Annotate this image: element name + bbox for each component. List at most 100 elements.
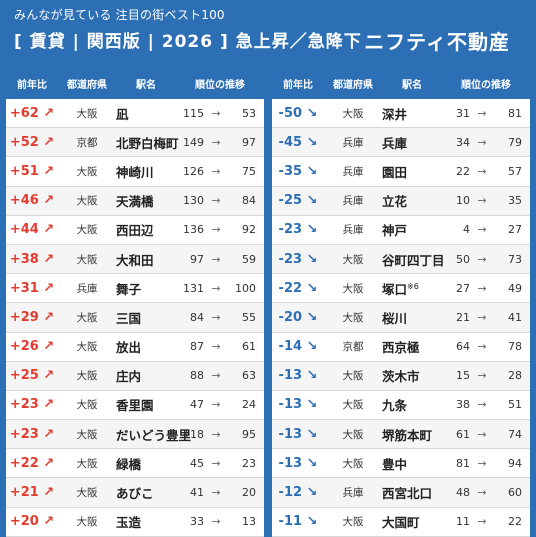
station-name-text: 西京極 (382, 340, 420, 356)
arrow-right-icon: → (211, 106, 221, 120)
header: みんなが見ている 注目の街ベスト100 [ 賃貸 | 関西版 | 2026 ] … (0, 0, 536, 66)
prefecture: 大阪 (76, 253, 98, 266)
rank-trend: 64 → 78 (442, 340, 530, 353)
arrow-right-icon: → (211, 164, 221, 178)
previous-rank: 87 (190, 340, 204, 354)
rank-change: -23 ↘ (278, 251, 318, 267)
rank-change: +44 ↗ (9, 222, 55, 238)
arrow-right-icon: → (211, 369, 221, 383)
previous-rank: 136 (183, 223, 204, 237)
table-header: 前年比 都道府県 駅名 順位の推移 (6, 70, 264, 99)
column-header-prefecture: 都道府県 (67, 80, 107, 91)
table-row: -45 ↘ 兵庫 兵庫 34 → 79 (272, 128, 530, 158)
current-rank: 22 (508, 515, 522, 529)
rank-change: +25 ↗ (9, 368, 55, 384)
rank-change: -35 ↘ (278, 163, 318, 179)
station-name: 西田辺 (116, 220, 176, 239)
station-name-text: 玉造 (116, 515, 142, 531)
station-name-text: 神戸 (382, 223, 408, 239)
prefecture: 大阪 (342, 516, 364, 529)
arrow-right-icon: → (477, 106, 487, 120)
table-row: -13 ↘ 大阪 堺筋本町 61 → 74 (272, 420, 530, 450)
table-row: -25 ↘ 兵庫 立花 10 → 35 (272, 186, 530, 216)
prefecture: 兵庫 (342, 487, 364, 500)
arrow-right-icon: → (211, 340, 221, 354)
rank-change: +26 ↗ (9, 339, 55, 355)
current-rank: 20 (242, 486, 256, 500)
prefecture: 兵庫 (342, 165, 364, 178)
table-body: -50 ↘ 大阪 深井 31 → 81 -45 ↘ 兵庫 兵庫 34 → 79 -35 ↘ 兵庫 園田 22 →… (272, 99, 530, 537)
prefecture: 大阪 (76, 428, 98, 441)
station-name: 大国町 (382, 512, 442, 531)
current-rank: 13 (242, 515, 256, 529)
current-rank: 23 (242, 456, 256, 470)
arrow-right-icon: → (211, 281, 221, 295)
station-name: 玉造 (116, 512, 176, 531)
rank-trend: 61 → 74 (442, 428, 530, 441)
rank-trend: 136 → 92 (176, 223, 264, 236)
table-row: +62 ↗ 大阪 凪 115 → 53 (6, 99, 264, 129)
rank-trend: 38 → 51 (442, 398, 530, 411)
current-rank: 41 (508, 310, 522, 324)
rank-trend: 126 → 75 (176, 165, 264, 178)
prefecture: 大阪 (76, 457, 98, 470)
arrow-right-icon: → (477, 223, 487, 237)
station-name: 西京極 (382, 337, 442, 356)
previous-rank: 118 (183, 427, 204, 441)
current-rank: 35 (508, 194, 522, 208)
rank-change: +38 ↗ (9, 251, 55, 267)
rank-change: +31 ↗ (9, 280, 55, 296)
arrow-right-icon: → (477, 369, 487, 383)
column-header-trend: 順位の推移 (195, 80, 245, 91)
rank-trend: 131 → 100 (176, 282, 264, 295)
rank-trend: 149 → 97 (176, 136, 264, 149)
station-name: 大和田 (116, 250, 176, 269)
station-name: 九条 (382, 395, 442, 414)
previous-rank: 88 (190, 369, 204, 383)
rank-change: -20 ↘ (278, 309, 318, 325)
prefecture: 大阪 (76, 311, 98, 324)
table-row: -13 ↘ 大阪 茨木市 15 → 28 (272, 361, 530, 391)
current-rank: 73 (508, 252, 522, 266)
prefecture: 兵庫 (342, 195, 364, 208)
previous-rank: 84 (190, 310, 204, 324)
station-name-text: だいどう豊里 (116, 427, 192, 443)
rank-change: +21 ↗ (9, 485, 55, 501)
rank-change: -50 ↘ (278, 105, 318, 121)
station-name: 桜川 (382, 308, 442, 327)
station-name-text: 兵庫 (382, 135, 408, 151)
station-name-text: 天満橋 (116, 194, 154, 210)
rank-change: +23 ↗ (9, 397, 55, 413)
rank-change: -22 ↘ (278, 280, 318, 296)
table-row: +31 ↗ 兵庫 舞子 131 → 100 (6, 274, 264, 304)
arrow-right-icon: → (211, 223, 221, 237)
arrow-right-icon: → (211, 252, 221, 266)
rank-change: -13 ↘ (278, 455, 318, 471)
rising-table: 前年比 都道府県 駅名 順位の推移 +62 ↗ 大阪 凪 115 → 53 +52 ↗ 京都 北… (6, 70, 264, 537)
prefecture: 大阪 (76, 165, 98, 178)
previous-rank: 131 (183, 281, 204, 295)
station-name: 放出 (116, 337, 176, 356)
column-header-trend: 順位の推移 (461, 80, 511, 91)
station-name: 立花 (382, 191, 442, 210)
prefecture: 大阪 (342, 311, 364, 324)
current-rank: 55 (242, 310, 256, 324)
arrow-right-icon: → (477, 194, 487, 208)
arrow-right-icon: → (211, 456, 221, 470)
rank-trend: 48 → 60 (442, 486, 530, 499)
subtitle: みんなが見ている 注目の街ベスト100 (14, 8, 225, 22)
arrow-right-icon: → (211, 427, 221, 441)
prefecture: 大阪 (76, 107, 98, 120)
station-name-text: 茨木市 (382, 369, 420, 385)
arrow-right-icon: → (211, 515, 221, 529)
current-rank: 95 (242, 427, 256, 441)
arrow-right-icon: → (477, 456, 487, 470)
rank-trend: 31 → 81 (442, 107, 530, 120)
station-name-text: 豊中 (382, 456, 408, 472)
current-rank: 28 (508, 369, 522, 383)
current-rank: 78 (508, 340, 522, 354)
current-rank: 75 (242, 164, 256, 178)
station-name: 三国 (116, 308, 176, 327)
table-body: +62 ↗ 大阪凪 115 → 53 +52 ↗ 京都 北野白梅町 149 → 97 +51 ↗ 大阪神… (6, 99, 264, 537)
station-name-text: 大国町 (382, 515, 420, 531)
